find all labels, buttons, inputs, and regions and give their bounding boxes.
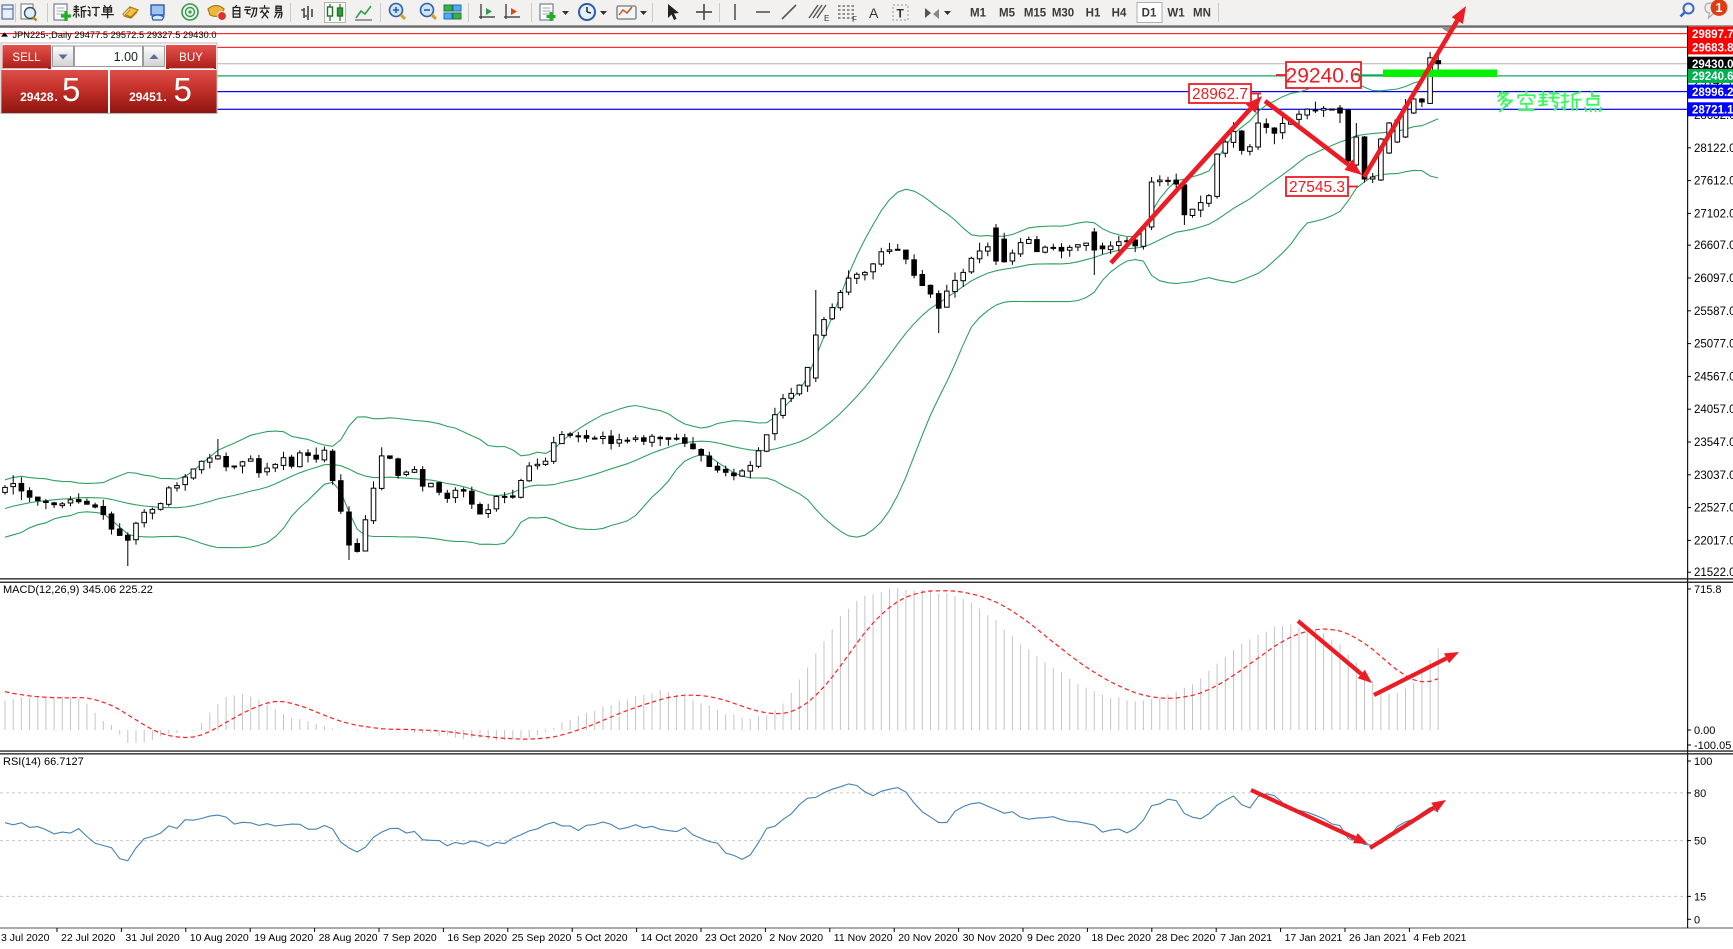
svg-text:BUY: BUY (179, 52, 203, 64)
svg-text:50: 50 (1694, 836, 1706, 848)
svg-text:SELL: SELL (12, 52, 41, 64)
svg-text:9 Dec 2020: 9 Dec 2020 (1027, 932, 1081, 944)
svg-text:7 Sep 2020: 7 Sep 2020 (383, 932, 437, 944)
svg-text:29683.8: 29683.8 (1692, 43, 1733, 55)
svg-text:29430.0: 29430.0 (1692, 59, 1733, 71)
svg-text:25077.0: 25077.0 (1694, 339, 1733, 351)
svg-text:29897.7: 29897.7 (1692, 29, 1733, 41)
svg-text:21522.0: 21522.0 (1694, 567, 1733, 579)
svg-text:25 Sep 2020: 25 Sep 2020 (512, 932, 572, 944)
svg-text:11 Nov 2020: 11 Nov 2020 (834, 932, 893, 944)
svg-text:W1: W1 (1167, 8, 1185, 20)
svg-text:5: 5 (174, 71, 192, 108)
svg-text:15: 15 (1694, 891, 1706, 903)
svg-text:26607.0: 26607.0 (1694, 240, 1733, 252)
svg-text:14 Oct 2020: 14 Oct 2020 (641, 932, 698, 944)
svg-text:F: F (852, 15, 857, 24)
svg-text:5 Oct 2020: 5 Oct 2020 (576, 932, 628, 944)
svg-text:H4: H4 (1112, 8, 1127, 20)
svg-text:28962.7: 28962.7 (1192, 86, 1248, 103)
svg-text:M15: M15 (1024, 8, 1047, 20)
svg-text:23 Oct 2020: 23 Oct 2020 (705, 932, 762, 944)
svg-text:100: 100 (1694, 756, 1712, 768)
svg-text:.: . (164, 90, 167, 104)
svg-text:1: 1 (1716, 1, 1723, 15)
svg-text:29451: 29451 (129, 90, 163, 104)
svg-text:7 Jan 2021: 7 Jan 2021 (1220, 932, 1272, 944)
svg-text:D1: D1 (1142, 8, 1157, 20)
svg-text:27612.0: 27612.0 (1694, 176, 1733, 188)
svg-text:25587.0: 25587.0 (1694, 306, 1733, 318)
svg-text:4 Feb 2021: 4 Feb 2021 (1413, 932, 1466, 944)
svg-text:16 Sep 2020: 16 Sep 2020 (447, 932, 507, 944)
svg-text:30 Nov 2020: 30 Nov 2020 (963, 932, 1023, 944)
svg-text:28 Aug 2020: 28 Aug 2020 (319, 932, 378, 944)
svg-text:22527.0: 22527.0 (1694, 503, 1733, 515)
svg-text:28122.0: 28122.0 (1694, 143, 1733, 155)
svg-text:24057.0: 24057.0 (1694, 404, 1733, 416)
svg-text:A: A (869, 5, 879, 21)
svg-text:M30: M30 (1052, 8, 1074, 20)
svg-text:M5: M5 (999, 8, 1016, 20)
svg-text:MN: MN (1193, 8, 1211, 20)
svg-text:80: 80 (1694, 788, 1706, 800)
svg-text:20 Nov 2020: 20 Nov 2020 (898, 932, 958, 944)
svg-text:RSI(14) 66.7127: RSI(14) 66.7127 (3, 756, 84, 768)
svg-text:T: T (897, 7, 905, 21)
svg-text:M1: M1 (970, 8, 987, 20)
svg-text:29240.6: 29240.6 (1692, 71, 1733, 83)
svg-text:17 Jan 2021: 17 Jan 2021 (1285, 932, 1343, 944)
svg-text:31 Jul 2020: 31 Jul 2020 (125, 932, 179, 944)
svg-text:22 Jul 2020: 22 Jul 2020 (61, 932, 115, 944)
svg-text:-100.05: -100.05 (1694, 740, 1731, 752)
svg-text:1.00: 1.00 (114, 50, 138, 64)
svg-text:.: . (55, 90, 58, 104)
svg-text:26 Jan 2021: 26 Jan 2021 (1349, 932, 1407, 944)
svg-text:26097.0: 26097.0 (1694, 273, 1733, 285)
svg-text:715.8: 715.8 (1694, 584, 1722, 596)
svg-text:5: 5 (62, 71, 80, 108)
svg-text:24567.0: 24567.0 (1694, 371, 1733, 383)
svg-text:2 Nov 2020: 2 Nov 2020 (769, 932, 823, 944)
svg-text:19 Aug 2020: 19 Aug 2020 (254, 932, 313, 944)
svg-text:10 Aug 2020: 10 Aug 2020 (190, 932, 249, 944)
svg-text:23037.0: 23037.0 (1694, 470, 1733, 482)
svg-text:28 Dec 2020: 28 Dec 2020 (1156, 932, 1216, 944)
svg-text:18 Dec 2020: 18 Dec 2020 (1091, 932, 1151, 944)
svg-text:JPN225-,Daily 29477.5 29572.5: JPN225-,Daily 29477.5 29572.5 29327.5 29… (13, 30, 217, 40)
svg-text:0.00: 0.00 (1694, 725, 1715, 737)
svg-text:E: E (824, 14, 829, 23)
svg-text:22017.0: 22017.0 (1694, 535, 1733, 547)
svg-text:MACD(12,26,9) 345.06 225.22: MACD(12,26,9) 345.06 225.22 (3, 584, 153, 596)
svg-text:28996.2: 28996.2 (1692, 87, 1733, 99)
svg-text:27545.3: 27545.3 (1289, 179, 1345, 196)
svg-text:3 Jul 2020: 3 Jul 2020 (1, 932, 50, 944)
svg-text:H1: H1 (1086, 8, 1101, 20)
svg-text:27102.0: 27102.0 (1694, 208, 1733, 220)
svg-text:29240.6: 29240.6 (1286, 65, 1362, 88)
svg-text:28721.1: 28721.1 (1692, 105, 1733, 117)
svg-text:23547.0: 23547.0 (1694, 437, 1733, 449)
svg-text:0: 0 (1694, 914, 1700, 926)
svg-text:29428: 29428 (20, 90, 54, 104)
